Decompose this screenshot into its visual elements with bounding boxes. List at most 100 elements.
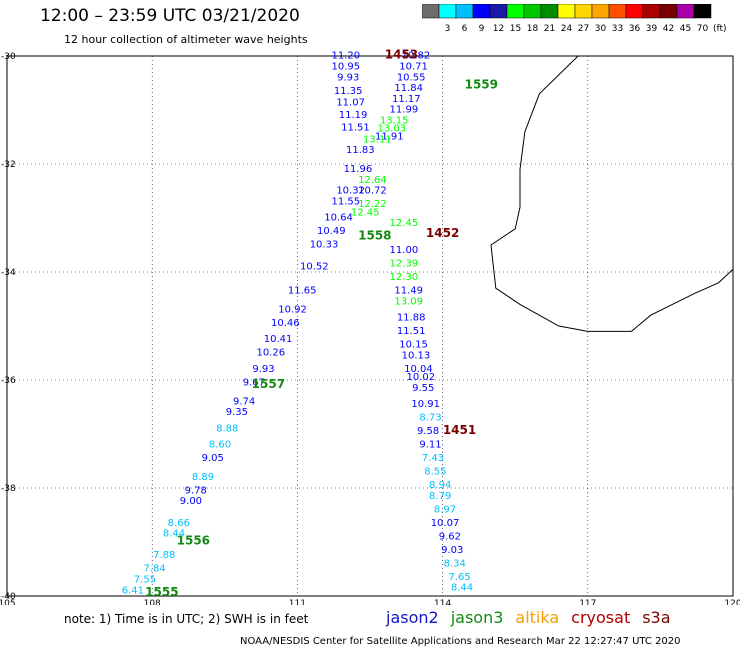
wave-height-value: 9.03	[441, 545, 463, 556]
chart-title: 12:00 – 23:59 UTC 03/21/2020	[40, 6, 300, 26]
wave-height-value: 10.02	[406, 372, 435, 383]
color-scale-label: 36	[629, 24, 641, 34]
wave-height-value: 9.62	[439, 531, 461, 542]
wave-height-value: 11.96	[344, 164, 373, 175]
wave-height-value: 7.65	[448, 572, 470, 583]
wave-height-value: 8.79	[429, 491, 451, 502]
wave-height-value: 10.13	[402, 350, 431, 361]
pass-time-label: 1452	[426, 226, 459, 240]
wave-height-value: 9.93	[337, 72, 359, 83]
wave-height-value: 13.11	[363, 134, 392, 145]
map-chart: 105 108 111 114 117 120 -30 -32 -34 -36 -38 -40 11.2…	[0, 48, 740, 605]
color-scale-label: 45	[680, 24, 691, 34]
wave-height-value: 10.82	[402, 51, 431, 62]
wave-height-value: 9.05	[202, 453, 224, 464]
wave-height-value: 12.39	[390, 259, 419, 270]
wave-height-value: 10.41	[264, 334, 293, 345]
wave-height-value: 9.74	[233, 396, 255, 407]
color-scale-label: 18	[527, 24, 539, 34]
color-scale-label: 6	[462, 24, 468, 34]
color-scale-legend: 3 6 9 12 15 18 21 24 27 30 33 36 39 42 45 70 (ft)	[422, 4, 727, 34]
wave-height-value: 10.52	[300, 261, 329, 272]
wave-height-value: 11.99	[390, 105, 419, 116]
y-tick-label: -40	[1, 592, 16, 602]
color-scale-label: 30	[595, 24, 607, 34]
wave-height-value: 11.88	[397, 313, 426, 324]
chart-subtitle: 12 hour collection of altimeter wave hei…	[64, 33, 308, 46]
wave-height-value: 8.34	[444, 558, 466, 569]
y-tick-label: -38	[1, 484, 16, 494]
pass-time-label: 1556	[177, 534, 210, 548]
wave-height-value: 12.22	[358, 199, 387, 210]
color-scale-swatch	[693, 4, 712, 19]
wave-height-value: 10.32	[336, 186, 365, 197]
pass-time-label: 1559	[465, 77, 498, 91]
color-scale-label: 70	[697, 24, 709, 34]
wave-height-value: 10.91	[411, 399, 440, 410]
wave-height-value: 12.45	[351, 207, 380, 218]
wave-height-value: 11.91	[375, 132, 404, 143]
wave-height-value: 9.55	[412, 383, 434, 394]
wave-height-value: 11.49	[394, 286, 423, 297]
y-tick-label: -30	[1, 52, 16, 62]
wave-height-value: 10.55	[397, 72, 426, 83]
wave-height-value: 10.15	[399, 340, 428, 351]
wave-height-value: 9.93	[252, 364, 274, 375]
wave-height-value: 9.35	[226, 407, 248, 418]
legend-item-jason3: jason3	[450, 608, 504, 627]
wave-height-value: 10.04	[404, 364, 433, 375]
color-scale-unit: (ft)	[713, 24, 727, 34]
wave-height-value: 11.51	[397, 326, 426, 337]
wave-height-value: 10.26	[256, 348, 285, 359]
wave-height-value: 8.94	[429, 480, 451, 491]
color-scale-label: 15	[510, 24, 521, 34]
x-tick-label: 108	[144, 599, 161, 605]
color-scale-label: 24	[561, 24, 573, 34]
wave-height-value: 8.44	[451, 583, 473, 594]
x-tick-label: 105	[0, 599, 16, 605]
pass-time-label: 1453	[385, 48, 418, 62]
color-scale-label: 21	[544, 24, 555, 34]
wave-height-value: 9.00	[180, 496, 202, 507]
color-scale-label: 39	[646, 24, 658, 34]
wave-height-value: 7.84	[143, 564, 165, 575]
wave-height-value: 10.33	[310, 240, 339, 251]
color-scale-label: 27	[578, 24, 589, 34]
coastline	[490, 55, 734, 332]
wave-height-value: 11.55	[331, 197, 360, 208]
wave-height-value: 11.65	[288, 286, 317, 297]
wave-height-value: 8.60	[209, 440, 231, 451]
x-tick-label: 117	[579, 599, 596, 605]
wave-height-value: 11.00	[390, 245, 419, 256]
wave-height-value: 10.49	[317, 226, 346, 237]
y-tick-label: -36	[1, 376, 16, 386]
legend-item-cryosat: cryosat	[571, 608, 631, 627]
color-scale-label: 3	[445, 24, 451, 34]
wave-height-value: 11.20	[331, 51, 360, 62]
wave-height-value: 11.19	[339, 110, 368, 121]
wave-height-value: 13.09	[394, 296, 423, 307]
wave-height-value: 6.41	[122, 585, 144, 596]
wave-height-value: 10.71	[399, 62, 428, 73]
wave-height-value: 9.67	[243, 377, 265, 388]
wave-height-value: 9.58	[417, 426, 439, 437]
wave-height-value: 13.03	[377, 124, 406, 135]
plot-frame	[6, 55, 734, 597]
y-tick-label: -34	[1, 268, 16, 278]
wave-height-value: 10.46	[271, 318, 300, 329]
units-note: note: 1) Time is in UTC; 2) SWH is in fe…	[64, 612, 309, 626]
wave-height-value: 11.07	[336, 98, 365, 109]
wave-height-value: 12.45	[390, 218, 419, 229]
wave-height-value: 12.30	[390, 272, 419, 283]
wave-height-value: 8.66	[168, 518, 190, 529]
color-scale-label: 9	[479, 24, 485, 34]
color-scale-label: 12	[493, 24, 504, 34]
pass-time-label: 1451	[443, 423, 476, 437]
wave-height-value: 9.11	[419, 440, 441, 451]
wave-height-value: 8.97	[434, 504, 456, 515]
satellite-legend: jason2 jason3 altika cryosat s3a	[386, 608, 683, 627]
wave-height-value: 7.55	[134, 575, 156, 586]
wave-height-value: 10.95	[331, 62, 360, 73]
y-tick-label: -32	[1, 160, 16, 170]
wave-height-value: 7.43	[422, 453, 444, 464]
